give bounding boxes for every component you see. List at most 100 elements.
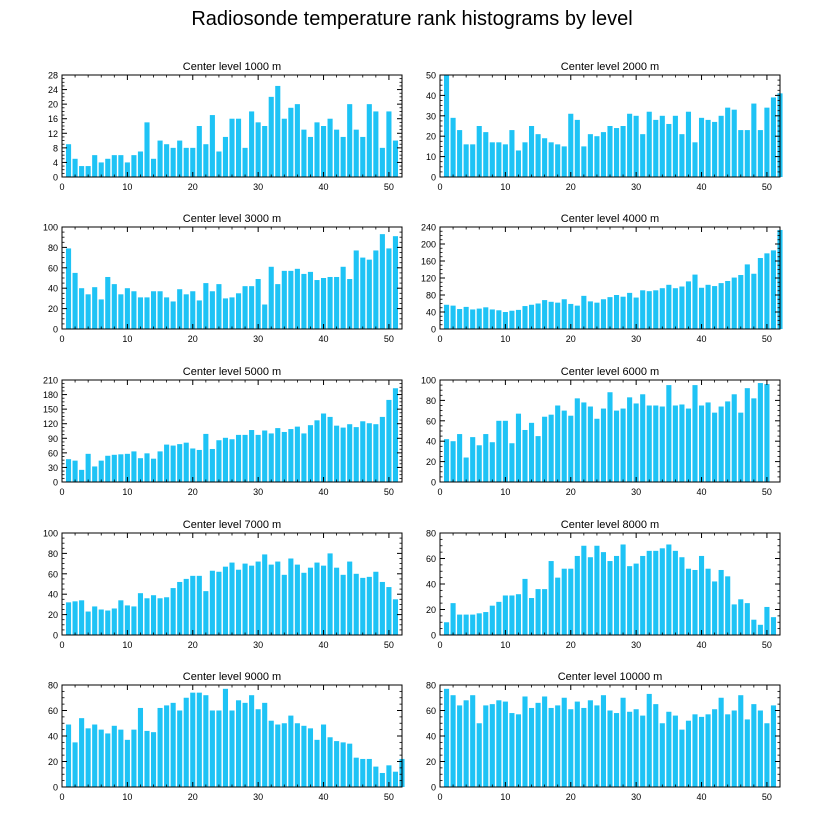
bar bbox=[144, 730, 150, 787]
bar bbox=[594, 302, 600, 329]
bar bbox=[131, 451, 137, 482]
bar bbox=[502, 420, 508, 482]
bar bbox=[105, 610, 111, 635]
bar bbox=[548, 301, 554, 329]
x-tick-label: 20 bbox=[566, 487, 576, 497]
bar bbox=[653, 290, 659, 329]
bar bbox=[568, 113, 574, 177]
bar bbox=[587, 406, 593, 482]
panel-title: Center level 10000 m bbox=[558, 671, 663, 683]
bar bbox=[535, 134, 541, 177]
bar bbox=[489, 142, 495, 177]
bar bbox=[672, 405, 678, 482]
bar bbox=[522, 142, 528, 177]
bar bbox=[443, 688, 450, 787]
y-tick-label: 40 bbox=[426, 580, 436, 590]
y-tick-label: 80 bbox=[426, 396, 436, 406]
bar bbox=[712, 581, 718, 635]
bar bbox=[620, 544, 626, 635]
bar bbox=[386, 248, 392, 329]
bar bbox=[502, 312, 508, 329]
bar bbox=[705, 119, 711, 177]
bar bbox=[392, 140, 399, 177]
bar bbox=[535, 702, 541, 787]
bar bbox=[307, 271, 314, 329]
bar bbox=[92, 606, 98, 635]
y-tick-label: 80 bbox=[48, 243, 58, 253]
bar bbox=[340, 427, 346, 482]
bar bbox=[757, 624, 763, 635]
panel-2: Center level 2000 m 0 10 20 30 40 50 0 10 20 30 40 5… bbox=[426, 61, 783, 192]
bar bbox=[196, 692, 202, 787]
bar bbox=[170, 301, 176, 329]
x-tick-label: 50 bbox=[384, 640, 394, 650]
bar bbox=[79, 288, 85, 329]
bar bbox=[157, 140, 163, 177]
bar bbox=[659, 548, 665, 635]
x-tick-label: 20 bbox=[566, 182, 576, 192]
bar bbox=[65, 144, 72, 177]
panel-3: Center level 3000 m 0 10 20 30 40 50 0 20 40 60 80 1… bbox=[43, 213, 403, 344]
bar bbox=[301, 725, 307, 787]
bar bbox=[443, 75, 450, 177]
bar bbox=[137, 593, 144, 635]
bar bbox=[659, 288, 665, 329]
bar bbox=[679, 134, 685, 177]
bar bbox=[574, 398, 580, 482]
panel-7: Center level 7000 m 0 10 20 30 40 50 0 20 40 60 80 1… bbox=[43, 519, 403, 650]
x-tick-label: 10 bbox=[122, 487, 132, 497]
bar bbox=[620, 296, 626, 329]
bar bbox=[327, 553, 333, 635]
bar bbox=[353, 250, 359, 329]
bar bbox=[190, 291, 196, 329]
panel-title: Center level 9000 m bbox=[183, 671, 281, 683]
bar bbox=[294, 723, 300, 787]
bar bbox=[457, 309, 463, 329]
bar bbox=[268, 266, 274, 329]
y-tick-label: 120 bbox=[421, 274, 436, 284]
y-tick-label: 20 bbox=[48, 304, 58, 314]
y-tick-label: 60 bbox=[426, 554, 436, 564]
bar bbox=[72, 460, 78, 482]
bar bbox=[587, 557, 593, 635]
bar bbox=[275, 85, 281, 177]
x-tick-label: 0 bbox=[437, 792, 442, 802]
bar bbox=[646, 291, 652, 329]
y-tick-label: 4 bbox=[53, 158, 58, 168]
bar bbox=[150, 458, 157, 482]
bar bbox=[522, 306, 528, 329]
bar bbox=[222, 566, 229, 635]
bar bbox=[640, 394, 646, 482]
bar bbox=[600, 695, 607, 787]
y-tick-label: 0 bbox=[431, 631, 436, 641]
bar bbox=[679, 286, 685, 329]
bar bbox=[111, 284, 117, 329]
bar bbox=[705, 284, 711, 329]
panel-5: Center level 5000 m 0 10 20 30 40 50 0 30 60 90 120… bbox=[43, 366, 403, 497]
y-tick-label: 200 bbox=[421, 240, 436, 250]
bar bbox=[235, 293, 242, 329]
bar bbox=[334, 567, 340, 635]
x-tick-label: 30 bbox=[253, 640, 263, 650]
bar bbox=[216, 284, 222, 329]
bar bbox=[275, 284, 281, 329]
bar bbox=[347, 279, 353, 329]
bar bbox=[386, 399, 392, 482]
bar bbox=[679, 729, 685, 788]
panel-title: Center level 1000 m bbox=[183, 61, 281, 73]
x-tick-label: 0 bbox=[437, 182, 442, 192]
bar bbox=[209, 291, 215, 329]
bar bbox=[738, 695, 744, 787]
bar bbox=[463, 614, 469, 635]
bar bbox=[751, 398, 757, 482]
bar bbox=[581, 545, 587, 635]
bar bbox=[509, 713, 515, 787]
bar bbox=[607, 297, 613, 330]
bar bbox=[150, 158, 157, 177]
bar bbox=[470, 437, 476, 482]
x-tick-label: 10 bbox=[500, 640, 510, 650]
bar bbox=[692, 142, 698, 177]
bar bbox=[600, 408, 607, 482]
x-tick-label: 50 bbox=[762, 640, 772, 650]
y-tick-label: 60 bbox=[426, 416, 436, 426]
